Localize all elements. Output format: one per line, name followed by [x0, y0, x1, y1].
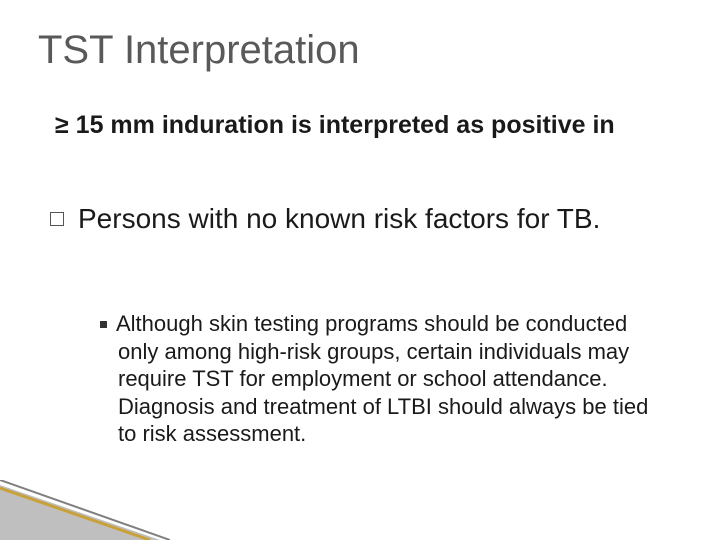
bullet-level-1: Persons with no known risk factors for T…	[50, 202, 680, 236]
slide: TST Interpretation ≥ 15 mm induration is…	[0, 0, 720, 540]
square-bullet-icon	[50, 212, 64, 226]
bullet-level-2-text: Although skin testing programs should be…	[116, 311, 648, 446]
bullet-level-2: Although skin testing programs should be…	[100, 310, 665, 448]
bullet-level-1-text: Persons with no known risk factors for T…	[78, 203, 600, 234]
corner-accent-icon	[0, 480, 170, 540]
filled-square-bullet-icon	[100, 321, 107, 328]
slide-title: TST Interpretation	[38, 28, 360, 73]
slide-subtitle: ≥ 15 mm induration is interpreted as pos…	[55, 110, 680, 141]
